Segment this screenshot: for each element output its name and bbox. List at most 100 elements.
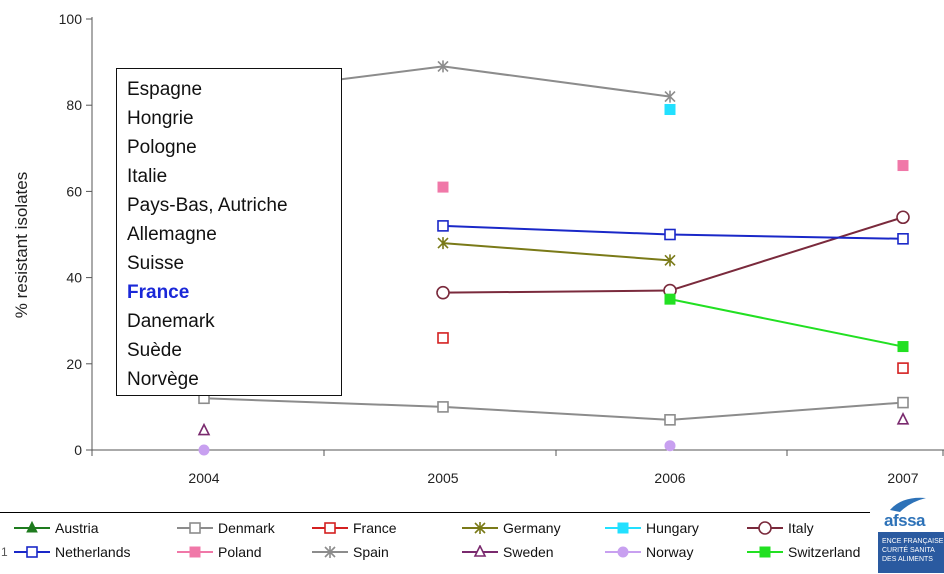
legend-item-hungary: Hungary (603, 520, 699, 536)
legend-swatch-austria (14, 521, 50, 533)
legend-swatch-marker (759, 546, 771, 558)
legend-item-norway: Norway (603, 544, 693, 560)
legend-swatch-switzerland (747, 546, 783, 558)
legend-label: Switzerland (788, 544, 861, 560)
legend-swatch-hungary (605, 522, 641, 534)
series-line-netherlands (442, 224, 671, 236)
legend-label: Norway (646, 544, 694, 560)
data-point-spain (437, 60, 449, 73)
legend-swatch-marker (617, 522, 629, 534)
legend-label: Germany (503, 520, 561, 536)
legend-item-germany: Germany (460, 520, 561, 536)
data-point-sweden (896, 412, 910, 425)
legend-swatch-spain (312, 546, 348, 558)
series-line-germany (442, 242, 671, 262)
legend-swatch-marker (189, 546, 201, 558)
logo-band-line: DES ALIMENTS (882, 556, 933, 563)
data-point-denmark (437, 401, 449, 413)
legend-swatch-denmark (177, 522, 213, 534)
y-tick-label: 100 (59, 11, 83, 27)
country-list-box: Espagne Hongrie Pologne Italie Pays-Bas,… (116, 68, 342, 396)
country-item: Suède (127, 340, 182, 361)
data-point-germany (437, 237, 449, 250)
country-item: Danemark (127, 311, 215, 332)
legend-item-netherlands: Netherlands (12, 544, 131, 560)
data-point-sweden (197, 422, 211, 436)
chart-lines (203, 65, 904, 421)
legend-swatch-marker (617, 546, 629, 558)
legend-swatch-germany (462, 522, 498, 534)
data-point-norway (198, 444, 210, 456)
legend-label: Spain (353, 544, 389, 560)
country-item: Allemagne (127, 224, 217, 245)
legend-swatch-france (312, 522, 348, 534)
logo-band: ENCE FRANÇAISE CURITÉ SANITA DES ALIMENT… (878, 532, 944, 573)
data-point-poland (437, 181, 449, 193)
series-line-denmark (203, 397, 444, 408)
legend-swatch-italy (747, 521, 783, 535)
series-line-italy (669, 216, 904, 292)
legend-swatch-marker (473, 545, 487, 557)
data-point-switzerland (897, 341, 909, 353)
country-item-highlighted: France (127, 282, 190, 303)
country-item: Suisse (127, 253, 185, 274)
series-line-denmark (442, 405, 671, 421)
data-point-poland (897, 160, 909, 172)
series-line-spain (442, 65, 671, 98)
data-point-france (897, 362, 909, 374)
x-tick-label: 2005 (427, 470, 458, 486)
data-point-netherlands (897, 233, 909, 245)
legend-item-sweden: Sweden (460, 544, 554, 560)
legend-item-italy: Italy (745, 520, 814, 536)
legend-item-denmark: Denmark (175, 520, 275, 536)
legend-label: Hungary (646, 520, 699, 536)
data-point-italy (896, 210, 910, 225)
series-line-netherlands (669, 233, 904, 240)
legend-swatch-netherlands (14, 546, 50, 558)
country-item: Hongrie (127, 108, 194, 129)
logo-band-line: ENCE FRANÇAISE (882, 538, 944, 545)
x-tick-label: 2004 (188, 470, 219, 486)
y-tick-label: 80 (66, 97, 82, 113)
legend-swatch-marker (26, 546, 38, 558)
data-point-spain (664, 90, 676, 103)
x-tick-label: 2006 (654, 470, 685, 486)
data-point-denmark (664, 414, 676, 426)
data-point-netherlands (664, 228, 676, 241)
y-tick-label: 0 (74, 442, 82, 458)
page-number: 1 (1, 545, 8, 559)
legend-label: Austria (55, 520, 99, 536)
legend-label: Denmark (218, 520, 275, 536)
data-point-italy (436, 285, 450, 300)
logo-band-line: CURITÉ SANITA (882, 547, 935, 554)
series-line-denmark (669, 401, 904, 421)
data-point-france (437, 332, 449, 344)
y-tick-label: 40 (66, 270, 82, 286)
legend-item-switzerland: Switzerland (745, 544, 860, 560)
data-point-switzerland (664, 293, 676, 305)
chart: 0 20 40 60 80 100 2004 2005 2006 2007 % resistant … (12, 11, 944, 486)
data-point-germany (664, 254, 676, 267)
legend-item-spain: Spain (310, 544, 389, 560)
legend-swatch-marker (189, 522, 201, 534)
series-line-italy (442, 289, 671, 294)
legend-label: Sweden (503, 544, 554, 560)
legend-swatch-marker (758, 521, 772, 535)
legend-swatch-marker (474, 522, 486, 534)
legend-item-france: France (310, 520, 397, 536)
y-tick-label: 20 (66, 356, 82, 372)
data-point-denmark (897, 396, 909, 409)
legend-swatch-poland (177, 546, 213, 558)
chart-axes: 0 20 40 60 80 100 2004 2005 2006 2007 % resistant … (12, 11, 944, 486)
y-axis-label: % resistant isolates (12, 172, 31, 318)
logo-name: afssa (884, 511, 925, 530)
legend-swatch-norway (605, 546, 641, 558)
chart-markers (197, 60, 910, 456)
legend-label: Italy (788, 520, 814, 536)
country-item: Espagne (127, 79, 203, 100)
legend-item-austria: Austria (12, 520, 99, 536)
country-item: Italie (127, 166, 168, 187)
x-tick-label: 2007 (887, 470, 918, 486)
y-tick-label: 60 (66, 183, 82, 199)
afssa-logo: afssa ENCE FRANÇAISE CURITÉ SANITA DES A… (874, 494, 944, 573)
